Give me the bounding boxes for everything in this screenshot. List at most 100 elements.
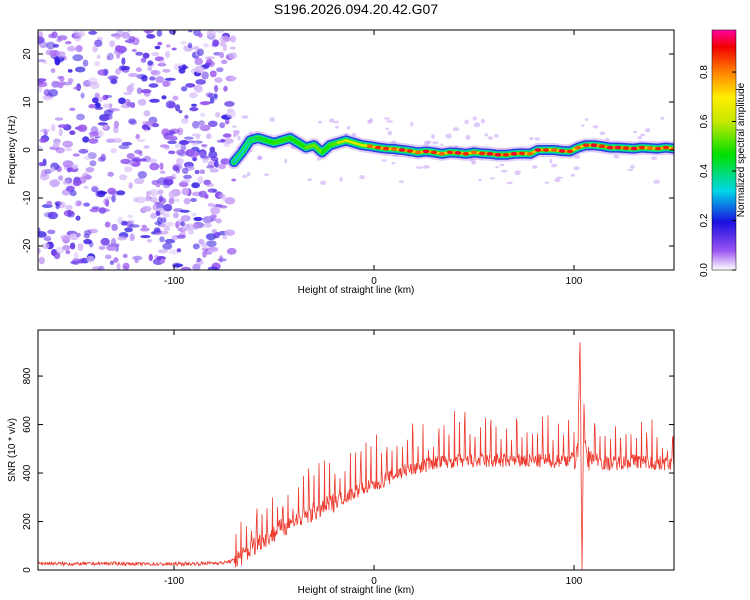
noise-blob — [128, 72, 139, 78]
noise-blob — [104, 221, 111, 228]
noise-blob — [226, 247, 237, 255]
noise-blob — [38, 256, 45, 265]
noise-blob — [62, 244, 71, 251]
noise-blob — [98, 245, 106, 250]
noise-blob — [89, 134, 95, 138]
noise-blob — [67, 78, 74, 82]
noise-blob — [193, 221, 200, 230]
y-tick-label: 0 — [22, 567, 33, 573]
noise-blob — [155, 183, 161, 188]
ridge-hotspot — [638, 145, 646, 150]
noise-blob — [204, 194, 209, 199]
noise-blob — [159, 236, 165, 243]
noise-blob — [192, 243, 200, 250]
noise-blob — [180, 86, 188, 92]
noise-blob — [163, 203, 173, 212]
noise-blob — [73, 30, 79, 36]
noise-blob — [208, 203, 217, 207]
noise-blob — [191, 212, 197, 217]
snr-panel: -100 0 100 0 200 400 600 800 Height of straight… — [7, 329, 675, 596]
noise-blob — [142, 52, 150, 59]
noise-blob — [381, 159, 387, 162]
noise-blob — [212, 39, 219, 47]
noise-blob — [58, 174, 64, 182]
noise-blob — [64, 147, 73, 152]
noise-blob — [220, 59, 228, 65]
noise-blob — [229, 76, 238, 80]
noise-blob — [554, 178, 561, 183]
noise-blob — [104, 254, 112, 260]
ridge-hotspot — [478, 151, 486, 156]
noise-blob — [42, 128, 48, 132]
noise-blob — [39, 138, 48, 143]
noise-blob — [57, 124, 67, 128]
noise-blob — [181, 179, 191, 183]
noise-blob — [199, 169, 206, 174]
noise-blob — [222, 36, 231, 42]
noise-blob — [207, 266, 219, 270]
noise-blob — [159, 60, 166, 66]
noise-blob — [82, 136, 90, 143]
noise-blob — [159, 170, 166, 174]
ridge-segment — [288, 136, 300, 145]
y-tick-label: 800 — [22, 367, 33, 384]
noise-blob — [94, 39, 103, 47]
ridge-segment — [336, 139, 348, 145]
noise-blob — [164, 77, 176, 81]
noise-blob — [66, 167, 72, 173]
noise-blob — [135, 133, 140, 140]
noise-blob — [111, 194, 116, 203]
noise-blob — [109, 108, 120, 112]
noise-blob — [175, 221, 180, 229]
noise-blob — [73, 251, 79, 259]
noise-blob — [209, 183, 214, 187]
noise-blob — [57, 76, 62, 80]
noise-blob — [660, 116, 665, 120]
ridge-hotspot — [622, 146, 630, 150]
noise-blob — [187, 228, 195, 235]
noise-blob — [38, 59, 46, 63]
noise-blob — [57, 82, 64, 89]
noise-blob — [77, 124, 88, 132]
x-tick-label: 0 — [371, 576, 377, 587]
noise-blob — [581, 124, 585, 127]
noise-blob — [46, 41, 56, 50]
noise-blob — [192, 120, 200, 129]
noise-blob — [157, 189, 164, 195]
noise-blob — [178, 110, 183, 114]
noise-blob — [242, 174, 248, 179]
noise-blob — [157, 249, 168, 254]
noise-blob — [223, 140, 231, 148]
noise-blob — [94, 106, 104, 111]
noise-blob — [215, 218, 222, 224]
noise-blob — [94, 61, 101, 67]
y-tick-label: 600 — [22, 416, 33, 433]
spectrogram-ylabel: Frequency (Hz) — [7, 116, 18, 185]
noise-blob — [130, 102, 136, 109]
colorbar-tick-label: 0.0 — [699, 263, 710, 277]
noise-blob — [187, 42, 193, 49]
noise-blob — [500, 169, 508, 173]
noise-blob — [84, 174, 92, 180]
noise-blob — [213, 93, 218, 100]
y-tick-label: -20 — [22, 238, 33, 253]
noise-blob — [480, 118, 485, 124]
noise-blob — [653, 179, 661, 184]
ridge-hotspot — [574, 145, 582, 150]
x-tick-label: 100 — [566, 276, 583, 287]
noise-blob — [164, 238, 176, 244]
noise-blob — [175, 157, 184, 165]
noise-blob — [121, 141, 133, 146]
noise-blob — [128, 118, 137, 124]
noise-blob — [200, 241, 207, 248]
noise-blob — [191, 142, 200, 147]
noise-blob — [105, 138, 116, 143]
noise-blob — [136, 139, 146, 143]
noise-blob — [175, 149, 185, 156]
noise-blob — [47, 211, 58, 220]
ridge-hotspot — [558, 149, 566, 153]
noise-blob — [236, 130, 240, 135]
noise-blob — [478, 178, 482, 182]
noise-blob — [318, 120, 323, 124]
noise-blob — [210, 214, 217, 219]
